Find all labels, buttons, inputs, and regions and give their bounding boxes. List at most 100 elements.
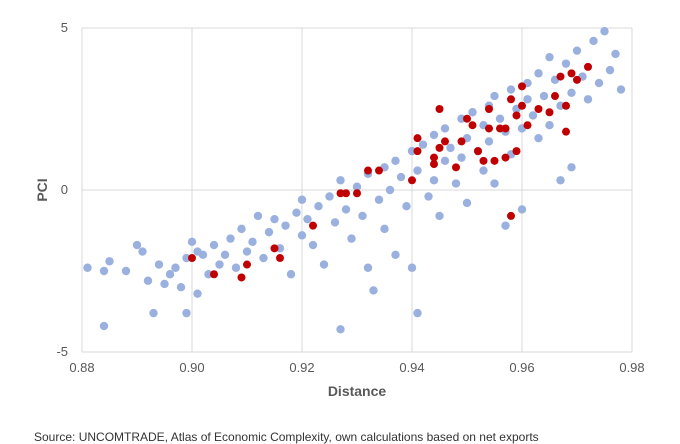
data-point bbox=[534, 69, 543, 78]
data-point bbox=[446, 143, 455, 153]
data-point bbox=[490, 91, 499, 101]
data-point bbox=[506, 85, 516, 94]
highlighted-data-point bbox=[584, 62, 592, 71]
data-point bbox=[484, 137, 494, 146]
data-point bbox=[462, 198, 472, 208]
highlighted-data-point bbox=[518, 101, 526, 110]
data-point bbox=[468, 108, 477, 117]
data-point bbox=[413, 166, 422, 175]
highlighted-data-point bbox=[276, 254, 284, 263]
highlighted-data-point bbox=[507, 95, 515, 104]
data-point bbox=[616, 85, 626, 94]
data-point bbox=[385, 185, 395, 195]
data-point bbox=[281, 221, 290, 230]
data-point bbox=[259, 253, 268, 263]
highlighted-data-point bbox=[270, 244, 279, 253]
data-point bbox=[303, 214, 312, 224]
data-point bbox=[369, 286, 378, 295]
highlighted-data-point bbox=[518, 82, 526, 91]
y-axis-ticks: 5 0 -5 bbox=[56, 20, 68, 359]
x-tick-label: 0.88 bbox=[69, 360, 94, 375]
data-point bbox=[176, 283, 186, 292]
y-tick-label: 5 bbox=[61, 20, 68, 35]
highlighted-data-point bbox=[567, 69, 576, 78]
data-point bbox=[396, 172, 406, 182]
gridlines bbox=[81, 27, 633, 353]
highlighted-data-point bbox=[545, 108, 554, 117]
data-point bbox=[523, 95, 532, 104]
data-point bbox=[138, 247, 147, 256]
data-point bbox=[264, 227, 274, 237]
highlighted-data-point bbox=[474, 147, 482, 156]
highlighted-data-point bbox=[237, 273, 246, 282]
data-point bbox=[237, 224, 246, 234]
data-point bbox=[572, 46, 582, 55]
data-point bbox=[253, 211, 263, 221]
highlighted-data-point bbox=[512, 111, 521, 120]
x-axis-title: Distance bbox=[328, 383, 387, 399]
data-point bbox=[209, 240, 219, 250]
highlighted-data-point bbox=[496, 124, 504, 133]
data-point bbox=[226, 234, 235, 243]
highlighted-data-point bbox=[562, 127, 570, 136]
x-axis-ticks: 0.88 0.90 0.92 0.94 0.96 0.98 bbox=[69, 360, 644, 375]
data-point bbox=[308, 240, 318, 250]
highlighted-data-point bbox=[512, 147, 521, 156]
x-tick-label: 0.90 bbox=[179, 360, 204, 375]
data-point bbox=[132, 240, 142, 250]
highlighted-data-point bbox=[573, 75, 581, 84]
highlighted-data-point bbox=[468, 121, 477, 130]
y-axis-title: PCI bbox=[34, 178, 50, 201]
data-point bbox=[374, 195, 384, 204]
highlighted-data-point bbox=[452, 163, 460, 172]
highlighted-data-point bbox=[501, 153, 510, 162]
highlighted-data-point bbox=[562, 101, 570, 110]
highlighted-data-point bbox=[490, 156, 499, 165]
data-point bbox=[215, 260, 224, 269]
data-point bbox=[567, 88, 576, 98]
highlighted-data-point bbox=[556, 72, 565, 81]
scatter-chart: 0.88 0.90 0.92 0.94 0.96 0.98 5 0 -5 Distance P… bbox=[34, 20, 645, 399]
data-point bbox=[517, 205, 527, 214]
highlighted-data-point bbox=[479, 156, 488, 165]
data-point bbox=[297, 195, 307, 204]
highlighted-data-point bbox=[457, 137, 466, 146]
data-point bbox=[545, 121, 554, 130]
data-point bbox=[402, 202, 411, 211]
highlighted-data-point bbox=[413, 147, 422, 156]
data-point bbox=[292, 208, 301, 217]
data-point bbox=[429, 176, 439, 185]
data-point bbox=[336, 325, 345, 334]
data-point bbox=[220, 250, 230, 259]
data-point bbox=[391, 250, 400, 259]
data-point bbox=[352, 182, 362, 191]
data-point bbox=[154, 260, 164, 269]
data-point bbox=[248, 237, 257, 247]
data-point bbox=[440, 156, 450, 166]
highlighted-data-point bbox=[430, 160, 438, 169]
highlighted-data-point bbox=[507, 211, 515, 220]
data-point bbox=[583, 95, 593, 104]
highlighted-data-point bbox=[435, 143, 444, 152]
highlighted-data-point bbox=[523, 121, 532, 130]
highlighted-data-point bbox=[551, 92, 559, 101]
data-point bbox=[424, 192, 433, 201]
data-point bbox=[160, 279, 169, 289]
highlighted-data-point bbox=[430, 153, 438, 162]
data-point bbox=[105, 257, 114, 266]
highlighted-data-point bbox=[188, 254, 196, 263]
data-point bbox=[440, 124, 450, 133]
x-tick-label: 0.98 bbox=[619, 360, 644, 375]
data-point bbox=[413, 308, 422, 318]
highlighted-data-point bbox=[210, 270, 218, 279]
data-point bbox=[561, 59, 571, 68]
data-point bbox=[567, 163, 576, 172]
data-point bbox=[182, 308, 191, 318]
highlighted-data-point bbox=[408, 176, 416, 185]
data-point bbox=[330, 218, 340, 227]
data-points bbox=[83, 27, 626, 334]
data-point bbox=[165, 270, 175, 279]
data-point bbox=[435, 211, 444, 221]
data-point bbox=[534, 133, 543, 143]
data-point bbox=[490, 179, 499, 188]
